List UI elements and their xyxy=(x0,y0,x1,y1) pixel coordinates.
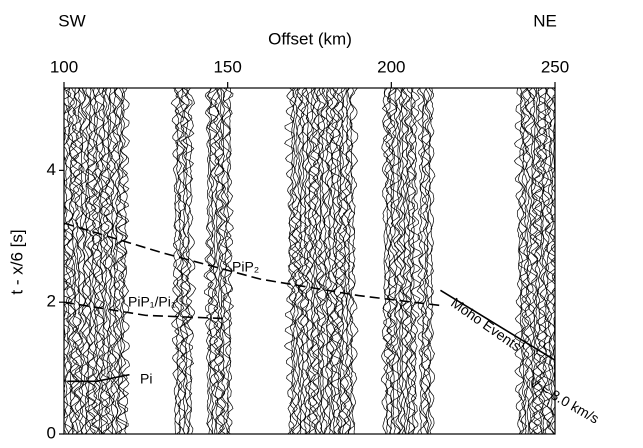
trace xyxy=(72,86,82,436)
trace xyxy=(349,86,358,436)
trace xyxy=(390,86,401,436)
x-tick-label: 200 xyxy=(377,57,405,76)
trace xyxy=(121,86,130,436)
x-tick-label: 250 xyxy=(541,57,569,76)
x-tick-label: 150 xyxy=(213,57,241,76)
y-axis-label: t - x/6 [s] xyxy=(7,229,26,294)
y-tick-label: 2 xyxy=(47,292,56,311)
trace-band xyxy=(417,86,435,436)
trace xyxy=(66,86,76,436)
phase-label: Moho Events xyxy=(448,294,524,354)
trace xyxy=(94,86,104,436)
phase-label: Pi xyxy=(140,371,152,387)
y-tick-label: 0 xyxy=(47,423,56,442)
trace-band xyxy=(204,86,234,436)
y-tick-label: 4 xyxy=(47,160,56,179)
phase-label: PiP₁/Pi₁ xyxy=(128,294,176,310)
trace xyxy=(284,86,295,436)
title-left: SW xyxy=(58,11,85,30)
trace xyxy=(319,86,327,436)
trace-band xyxy=(284,86,358,436)
x-tick-label: 100 xyxy=(50,57,78,76)
traces xyxy=(60,86,557,436)
trace-band xyxy=(60,86,129,436)
trace xyxy=(340,86,350,436)
chart: SW NE Offset (km) t - x/6 [s] PiP₂ PiP₁/… xyxy=(0,0,643,443)
x-axis-label: Offset (km) xyxy=(268,29,352,48)
title-right: NE xyxy=(533,11,557,30)
phase-label: PiP₂ xyxy=(232,259,259,275)
trace-band xyxy=(382,86,422,436)
trace-band xyxy=(171,86,196,436)
